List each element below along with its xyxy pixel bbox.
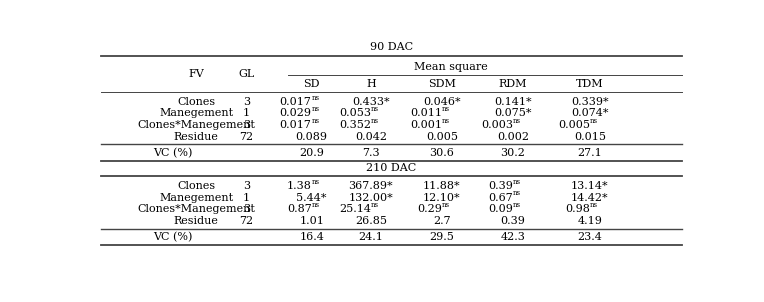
- Text: 12.10*: 12.10*: [423, 193, 461, 203]
- Text: SD: SD: [303, 79, 320, 89]
- Text: Clones*Manegement: Clones*Manegement: [138, 204, 255, 214]
- Text: 0.339*: 0.339*: [571, 97, 609, 107]
- Text: 0.98: 0.98: [565, 204, 590, 214]
- Text: ns: ns: [442, 105, 450, 113]
- Text: Residue: Residue: [173, 132, 219, 142]
- Text: 23.4: 23.4: [578, 232, 602, 242]
- Text: ns: ns: [371, 201, 379, 209]
- Text: 3: 3: [243, 204, 250, 214]
- Text: ns: ns: [371, 117, 379, 125]
- Text: 0.015: 0.015: [574, 132, 606, 142]
- Text: 20.9: 20.9: [299, 148, 324, 158]
- Text: 0.002: 0.002: [497, 132, 529, 142]
- Text: 5.44*: 5.44*: [296, 193, 327, 203]
- Text: Clones: Clones: [177, 181, 215, 191]
- Text: ns: ns: [312, 94, 319, 102]
- Text: ns: ns: [312, 105, 319, 113]
- Text: RDM: RDM: [499, 79, 527, 89]
- Text: ns: ns: [312, 117, 319, 125]
- Text: ns: ns: [513, 201, 521, 209]
- Text: 3: 3: [243, 181, 250, 191]
- Text: VC (%): VC (%): [153, 232, 193, 242]
- Text: 4.19: 4.19: [578, 216, 602, 226]
- Text: 0.029: 0.029: [280, 108, 312, 118]
- Text: 25.14: 25.14: [338, 204, 371, 214]
- Text: 1.38: 1.38: [286, 181, 312, 191]
- Text: Manegement: Manegement: [159, 108, 233, 118]
- Text: TDM: TDM: [576, 79, 604, 89]
- Text: 13.14*: 13.14*: [571, 181, 609, 191]
- Text: FV: FV: [188, 69, 204, 79]
- Text: 1: 1: [243, 193, 250, 203]
- Text: GL: GL: [238, 69, 254, 79]
- Text: 0.433*: 0.433*: [352, 97, 390, 107]
- Text: H: H: [366, 79, 376, 89]
- Text: 0.046*: 0.046*: [423, 97, 461, 107]
- Text: 3: 3: [243, 120, 250, 130]
- Text: ns: ns: [442, 201, 450, 209]
- Text: 14.42*: 14.42*: [571, 193, 609, 203]
- Text: 0.042: 0.042: [354, 132, 387, 142]
- Text: 0.011: 0.011: [410, 108, 442, 118]
- Text: 7.3: 7.3: [362, 148, 380, 158]
- Text: 90 DAC: 90 DAC: [370, 42, 413, 52]
- Text: 0.005: 0.005: [426, 132, 458, 142]
- Text: 0.001: 0.001: [410, 120, 442, 130]
- Text: 0.003: 0.003: [481, 120, 513, 130]
- Text: 1.01: 1.01: [299, 216, 324, 226]
- Text: 0.005: 0.005: [558, 120, 590, 130]
- Text: Residue: Residue: [173, 216, 219, 226]
- Text: SDM: SDM: [428, 79, 456, 89]
- Text: 0.053: 0.053: [338, 108, 371, 118]
- Text: 42.3: 42.3: [500, 232, 526, 242]
- Text: 0.017: 0.017: [280, 97, 312, 107]
- Text: 0.39: 0.39: [500, 216, 526, 226]
- Text: 2.7: 2.7: [433, 216, 451, 226]
- Text: 0.074*: 0.074*: [571, 108, 609, 118]
- Text: 132.00*: 132.00*: [348, 193, 393, 203]
- Text: 26.85: 26.85: [354, 216, 387, 226]
- Text: 1: 1: [243, 108, 250, 118]
- Text: ns: ns: [371, 105, 379, 113]
- Text: 0.67: 0.67: [488, 193, 513, 203]
- Text: Manegement: Manegement: [159, 193, 233, 203]
- Text: ns: ns: [513, 178, 521, 186]
- Text: 0.075*: 0.075*: [494, 108, 532, 118]
- Text: 0.141*: 0.141*: [494, 97, 532, 107]
- Text: ns: ns: [513, 117, 521, 125]
- Text: 3: 3: [243, 97, 250, 107]
- Text: ns: ns: [312, 201, 319, 209]
- Text: 0.09: 0.09: [488, 204, 513, 214]
- Text: 30.2: 30.2: [500, 148, 526, 158]
- Text: 30.6: 30.6: [429, 148, 455, 158]
- Text: 72: 72: [239, 216, 254, 226]
- Text: 16.4: 16.4: [299, 232, 324, 242]
- Text: 210 DAC: 210 DAC: [367, 162, 416, 173]
- Text: ns: ns: [590, 117, 598, 125]
- Text: 0.39: 0.39: [488, 181, 513, 191]
- Text: 0.352: 0.352: [338, 120, 371, 130]
- Text: 0.089: 0.089: [296, 132, 328, 142]
- Text: ns: ns: [442, 117, 450, 125]
- Text: 0.017: 0.017: [280, 120, 312, 130]
- Text: 29.5: 29.5: [429, 232, 455, 242]
- Text: Clones*Manegement: Clones*Manegement: [138, 120, 255, 130]
- Text: Mean square: Mean square: [414, 62, 487, 72]
- Text: 0.87: 0.87: [286, 204, 312, 214]
- Text: ns: ns: [312, 178, 319, 186]
- Text: 27.1: 27.1: [578, 148, 602, 158]
- Text: 24.1: 24.1: [358, 232, 384, 242]
- Text: 11.88*: 11.88*: [423, 181, 461, 191]
- Text: VC (%): VC (%): [153, 148, 193, 158]
- Text: Clones: Clones: [177, 97, 215, 107]
- Text: 0.29: 0.29: [417, 204, 442, 214]
- Text: 72: 72: [239, 132, 254, 142]
- Text: ns: ns: [513, 189, 521, 198]
- Text: 367.89*: 367.89*: [348, 181, 393, 191]
- Text: ns: ns: [590, 201, 598, 209]
